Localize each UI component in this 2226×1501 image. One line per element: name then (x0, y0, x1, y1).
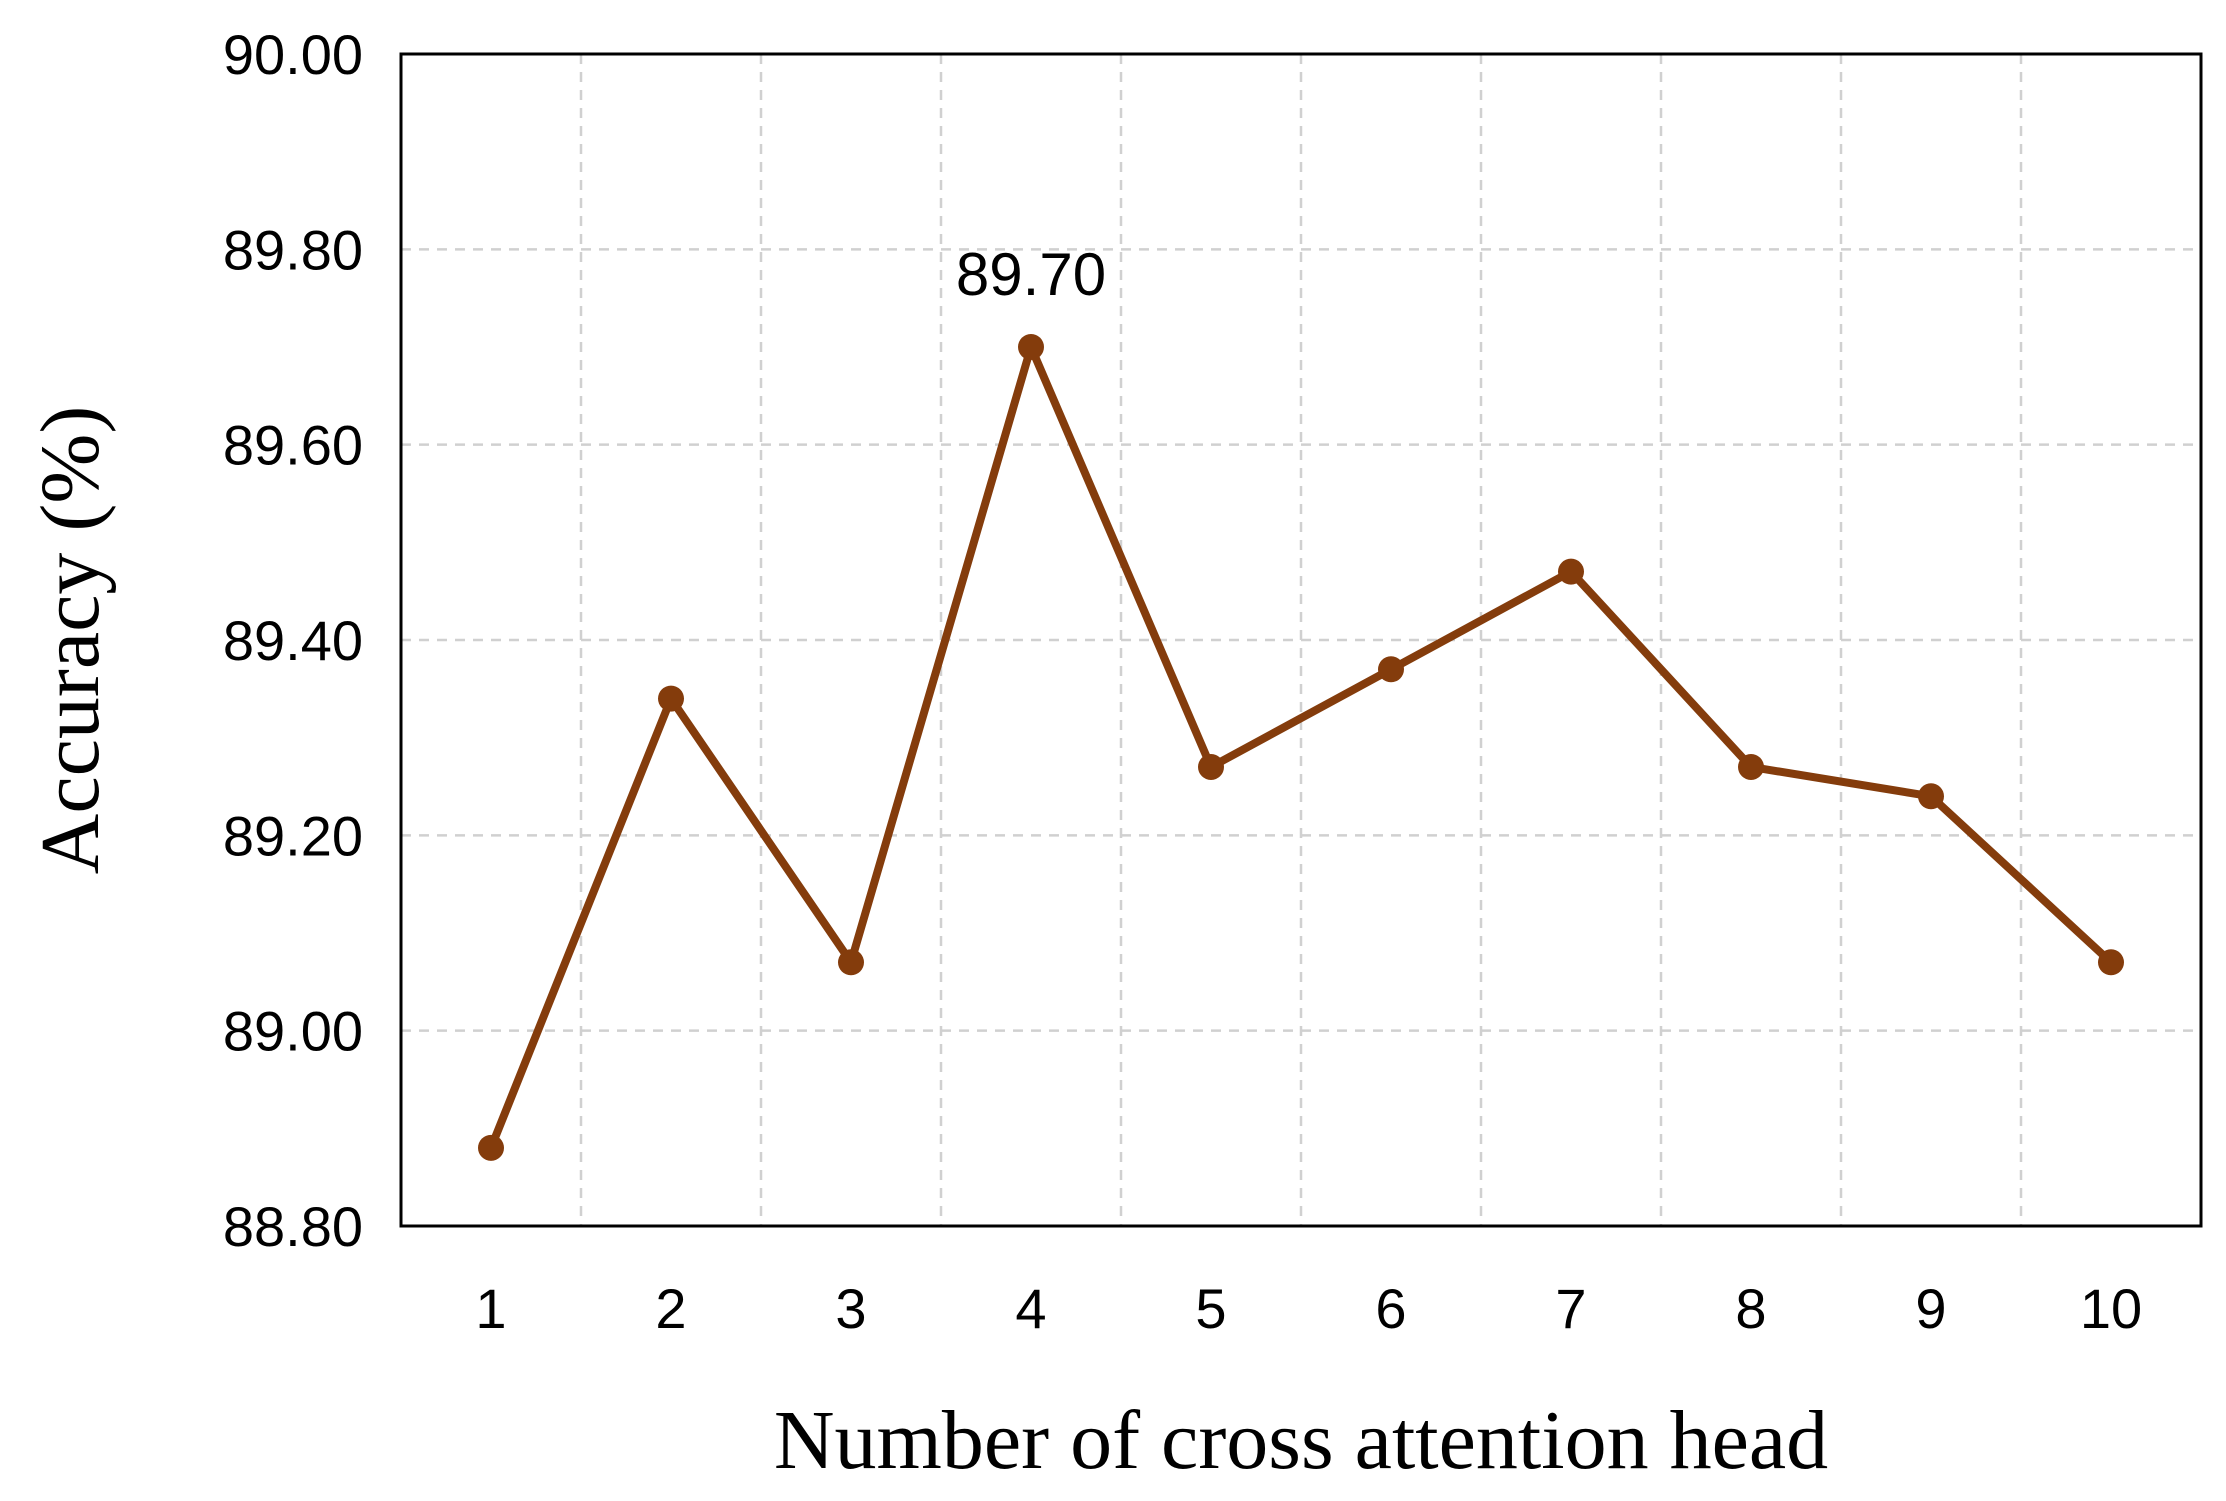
data-label: 89.70 (956, 241, 1106, 308)
x-axis-title: Number of cross attention head (774, 1394, 1828, 1487)
data-point (1378, 656, 1404, 683)
x-tick-label: 4 (1015, 1277, 1046, 1340)
data-point (1918, 783, 1944, 810)
data-point (478, 1134, 504, 1161)
data-point (2098, 949, 2124, 976)
data-point (1198, 753, 1224, 780)
x-tick-label: 1 (475, 1277, 506, 1340)
plot-area-frame (399, 52, 2203, 1228)
data-point (658, 685, 684, 712)
x-tick-label: 9 (1915, 1277, 1946, 1340)
x-tick-label: 7 (1555, 1277, 1586, 1340)
data-point (1018, 334, 1044, 360)
data-point (838, 949, 864, 976)
y-tick-label: 90.00 (223, 23, 363, 86)
y-tick-label: 89.20 (223, 804, 363, 867)
y-tick-label: 89.60 (223, 414, 363, 477)
y-tick-label: 88.80 (223, 1195, 363, 1258)
x-tick-label: 10 (2080, 1277, 2142, 1340)
x-tick-label: 8 (1735, 1277, 1766, 1340)
annotation-layer: 89.70 (956, 241, 1106, 308)
x-tick-label: 5 (1195, 1277, 1226, 1340)
x-axis-tick-labels: 1 2 3 4 5 6 7 8 9 10 (475, 1277, 2142, 1340)
x-tick-label: 3 (835, 1277, 866, 1340)
y-axis-tick-labels: 88.80 89.00 89.20 89.40 89.60 89.80 90.00 (223, 23, 363, 1258)
series-layer (478, 334, 2124, 1161)
y-tick-label: 89.80 (223, 218, 363, 281)
series-line (487, 343, 2115, 1152)
grid-lines (401, 54, 2201, 1226)
data-point (1558, 558, 1584, 585)
y-tick-label: 89.00 (223, 1000, 363, 1063)
data-point (1738, 753, 1764, 780)
x-tick-label: 2 (655, 1277, 686, 1340)
x-tick-label: 6 (1375, 1277, 1406, 1340)
y-axis-title: Accuracy (%) (24, 406, 117, 875)
y-tick-label: 89.40 (223, 609, 363, 672)
